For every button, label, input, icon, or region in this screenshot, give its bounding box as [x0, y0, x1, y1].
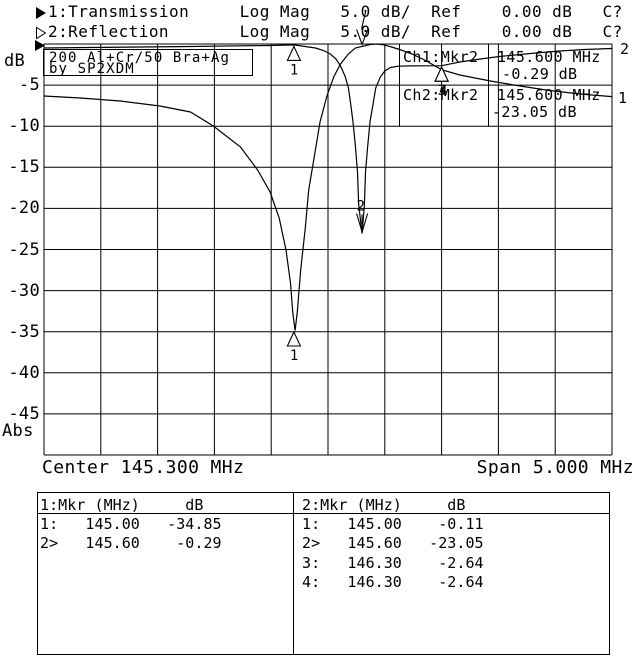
ch1-marker-readout-value: -0.29 dB: [502, 65, 578, 83]
annotation-box: [43, 49, 253, 76]
ch1-marker-readout-freq: 145.600 MHz: [497, 48, 601, 66]
marker-ch2-1-icon: 1: [286, 45, 302, 78]
y-tick-label: -45: [8, 403, 40, 424]
marker-layer: 1 1 2 34: [286, 11, 449, 364]
marker-table-lines: [37, 492, 610, 655]
ch2-marker-readout-freq: 145.600 MHz: [497, 86, 601, 104]
y-tick-label: -20: [8, 198, 40, 219]
y-tick-label: -25: [8, 239, 40, 260]
marker-ch2-4-icon: 4: [434, 65, 449, 99]
marker-ch2-2-icon: 2: [356, 199, 369, 234]
svg-text:1: 1: [290, 348, 298, 364]
marker-table-box: [37, 492, 610, 655]
y-tick-label: -10: [8, 116, 40, 137]
marker-table-col2-header: 2:Mkr (MHz) dB: [302, 496, 466, 514]
svg-text:3: 3: [438, 83, 446, 99]
trace2-inactive-icon: [36, 26, 47, 40]
span-label: Span 5.000 MHz: [476, 457, 634, 478]
marker-ch1-2-icon: [356, 11, 369, 46]
ch2-marker-readout-name: Ch2:Mkr2: [403, 86, 479, 104]
svg-text:2: 2: [357, 199, 365, 215]
y-axis-mode-label: Abs: [2, 421, 34, 441]
y-tick-label: -35: [8, 321, 40, 342]
y-tick-label: -30: [8, 280, 40, 301]
svg-text:4: 4: [439, 83, 447, 99]
trace-transmission: [43, 43, 613, 331]
trace1-edge-label: 1: [618, 89, 628, 107]
y-tick-label: -5: [18, 75, 40, 96]
marker-table-col1-rows: 1: 145.00 -34.85 2> 145.60 -0.29: [40, 515, 222, 553]
trace1-active-icon: [36, 7, 46, 19]
device-annotation-line2: by SP2XDM: [49, 61, 135, 77]
marker-table-col2-rows: 1: 145.00 -0.11 2> 145.60 -23.05 3: 146.…: [302, 515, 484, 591]
y-tick-label: -40: [8, 362, 40, 383]
ref-level-indicator-icon: [35, 40, 45, 51]
trace2-edge-label: 2: [620, 40, 630, 58]
svg-text:1: 1: [290, 62, 298, 78]
channel1-header: 1:Transmission Log Mag 5.0 dB/ Ref 0.00 …: [48, 2, 623, 21]
y-tick-label: -15: [8, 157, 40, 178]
channel2-header: 2:Reflection Log Mag 5.0 dB/ Ref 0.00 dB…: [48, 22, 623, 41]
y-axis-unit-label: dB: [4, 51, 26, 71]
graticule: [43, 43, 613, 456]
ch2-marker-readout-value: -23.05 dB: [492, 103, 577, 121]
marker-ch1-1-icon: 1: [286, 330, 302, 364]
device-annotation-line1: 200 Al+Cr/50 Bra+Ag: [49, 50, 231, 66]
center-frequency-label: Center 145.300 MHz: [42, 457, 245, 478]
marker-table-col1-header: 1:Mkr (MHz) dB: [40, 496, 204, 514]
ch1-marker-readout-name: Ch1:Mkr2: [403, 48, 479, 66]
